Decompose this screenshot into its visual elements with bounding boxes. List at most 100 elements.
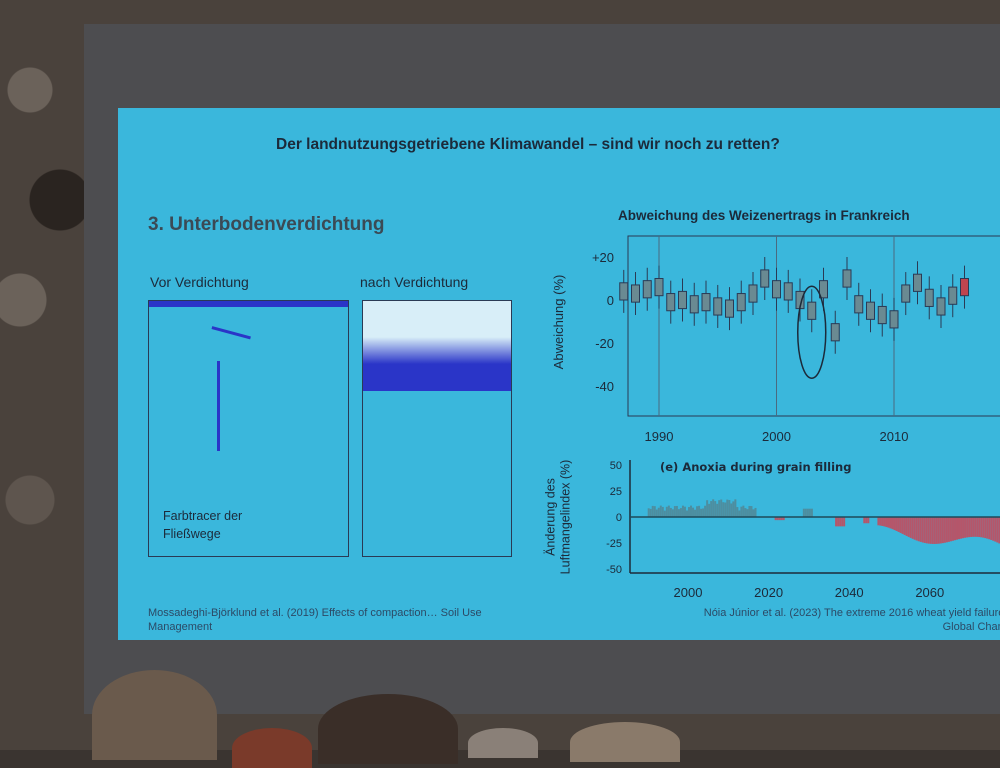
chart1-box — [807, 301, 817, 320]
chart2-bar — [945, 517, 948, 543]
chart2-bar — [804, 508, 807, 517]
chart2-bar — [911, 517, 914, 539]
label-before: Vor Verdichtung — [150, 274, 249, 290]
chart2-bar — [899, 517, 902, 533]
chart2-bar — [661, 506, 664, 517]
chart1-box — [854, 295, 864, 314]
chart2-bar — [808, 508, 811, 517]
chart2-bar — [730, 503, 733, 517]
chart2-bar — [907, 517, 910, 537]
chart2-bar — [720, 499, 723, 517]
chart2-ytick: -25 — [606, 538, 622, 550]
chart1-ylabel: Abweichung (%) — [551, 275, 566, 370]
chart2-bar — [649, 508, 652, 517]
chart2-bar — [738, 510, 741, 517]
chart1-ytick: +20 — [592, 250, 614, 265]
caption-line1: Farbtracer der — [163, 509, 243, 523]
slide-title: Der landnutzungsgetriebene Klimawandel –… — [276, 136, 780, 153]
chart2-bar — [843, 517, 846, 527]
citation-left: Mossadeghi-Björklund et al. (2019) Effec… — [148, 607, 482, 633]
chart2-bar — [726, 499, 729, 517]
chart2-bar — [690, 505, 693, 517]
chart2-bar — [863, 517, 866, 524]
chart2-bar — [909, 517, 912, 538]
chart2-bar — [913, 517, 916, 540]
chart2-bar — [992, 517, 995, 541]
chart2-bar — [746, 509, 749, 517]
chart2-ytick: 0 — [616, 512, 622, 524]
chart2-bar — [683, 506, 686, 517]
chart2-bar — [976, 517, 979, 537]
chart2-bar — [679, 508, 682, 517]
chart2-bar — [694, 509, 697, 517]
chart2-bar — [939, 517, 942, 544]
chart2-bar — [752, 509, 755, 517]
section-heading: 3. Unterbodenverdichtung — [148, 214, 385, 235]
chart2-bar — [903, 517, 906, 535]
chart2-xtick: 2020 — [754, 585, 783, 600]
chart2-bar — [782, 517, 785, 521]
chart2-bar — [867, 517, 870, 524]
chart2-bar — [891, 517, 894, 530]
chart2-bar — [962, 517, 965, 539]
chart1-xtick: 2000 — [762, 429, 791, 444]
chart1-box — [913, 273, 922, 292]
chart1-box — [901, 284, 911, 303]
chart2-bar — [927, 517, 930, 544]
chart2-bar — [937, 517, 940, 544]
chart2-bar — [685, 510, 688, 517]
chart2-bar — [806, 508, 809, 517]
chart2-bar — [974, 517, 977, 537]
chart2-bar — [663, 510, 666, 517]
chart2-bar — [988, 517, 991, 540]
chart2-bar — [966, 517, 969, 538]
chart1-ytick: 0 — [607, 293, 614, 308]
chart2-bar — [905, 517, 908, 536]
chart2-bar — [677, 509, 680, 517]
soil-image-before: Farbtracer der Fließwege — [148, 300, 349, 557]
chart2-bar — [877, 517, 880, 526]
chart2-bar — [933, 517, 936, 544]
chart1-ytick: -20 — [595, 336, 614, 351]
chart2-bar — [734, 499, 737, 517]
chart2-bar — [941, 517, 944, 544]
chart1-box — [666, 293, 676, 312]
chart2-bar — [659, 505, 662, 517]
chart2-bar — [754, 507, 757, 517]
chart1-box — [678, 290, 687, 310]
chart2-bar — [943, 517, 946, 543]
chart2-bar — [921, 517, 924, 543]
chart1-box — [654, 278, 664, 297]
chart2-bar — [897, 517, 900, 532]
chart1-box — [725, 299, 734, 318]
chart1-box — [713, 297, 723, 316]
chart1-box — [783, 282, 793, 301]
chart1-box — [819, 280, 828, 299]
chart2-bar — [671, 509, 674, 517]
chart2-bar — [669, 507, 672, 517]
chart2-bar — [839, 517, 842, 527]
chart2-bar — [718, 500, 721, 517]
chart2-bar — [990, 517, 993, 540]
chart1-highlight-ellipse — [797, 285, 827, 379]
caption-line2: Fließwege — [163, 527, 221, 541]
chart2-bar — [865, 517, 868, 524]
chart1-title: Abweichung des Weizenertrags in Frankrei… — [618, 208, 910, 223]
chart2-xtick: 2040 — [835, 585, 864, 600]
chart2-xtick: 2060 — [915, 585, 944, 600]
chart2-bar — [893, 517, 896, 531]
chart2-bar — [712, 499, 715, 517]
chart2-bar — [655, 509, 658, 517]
chart2-ylabel: Änderung des Luftmangelindex (%) — [543, 459, 573, 575]
chart1-box — [642, 280, 652, 299]
chart2-bar — [706, 500, 709, 517]
slide: Der landnutzungsgetriebene Klimawandel –… — [118, 108, 1000, 640]
chart2-bar — [994, 517, 997, 542]
chart2-bar — [742, 505, 745, 517]
chart1-box — [619, 282, 629, 301]
chart2-bar — [728, 500, 731, 517]
chart2-bar — [980, 517, 983, 538]
chart2-bar — [958, 517, 961, 540]
chart2-bar — [887, 517, 890, 528]
chart2-bar — [968, 517, 971, 538]
